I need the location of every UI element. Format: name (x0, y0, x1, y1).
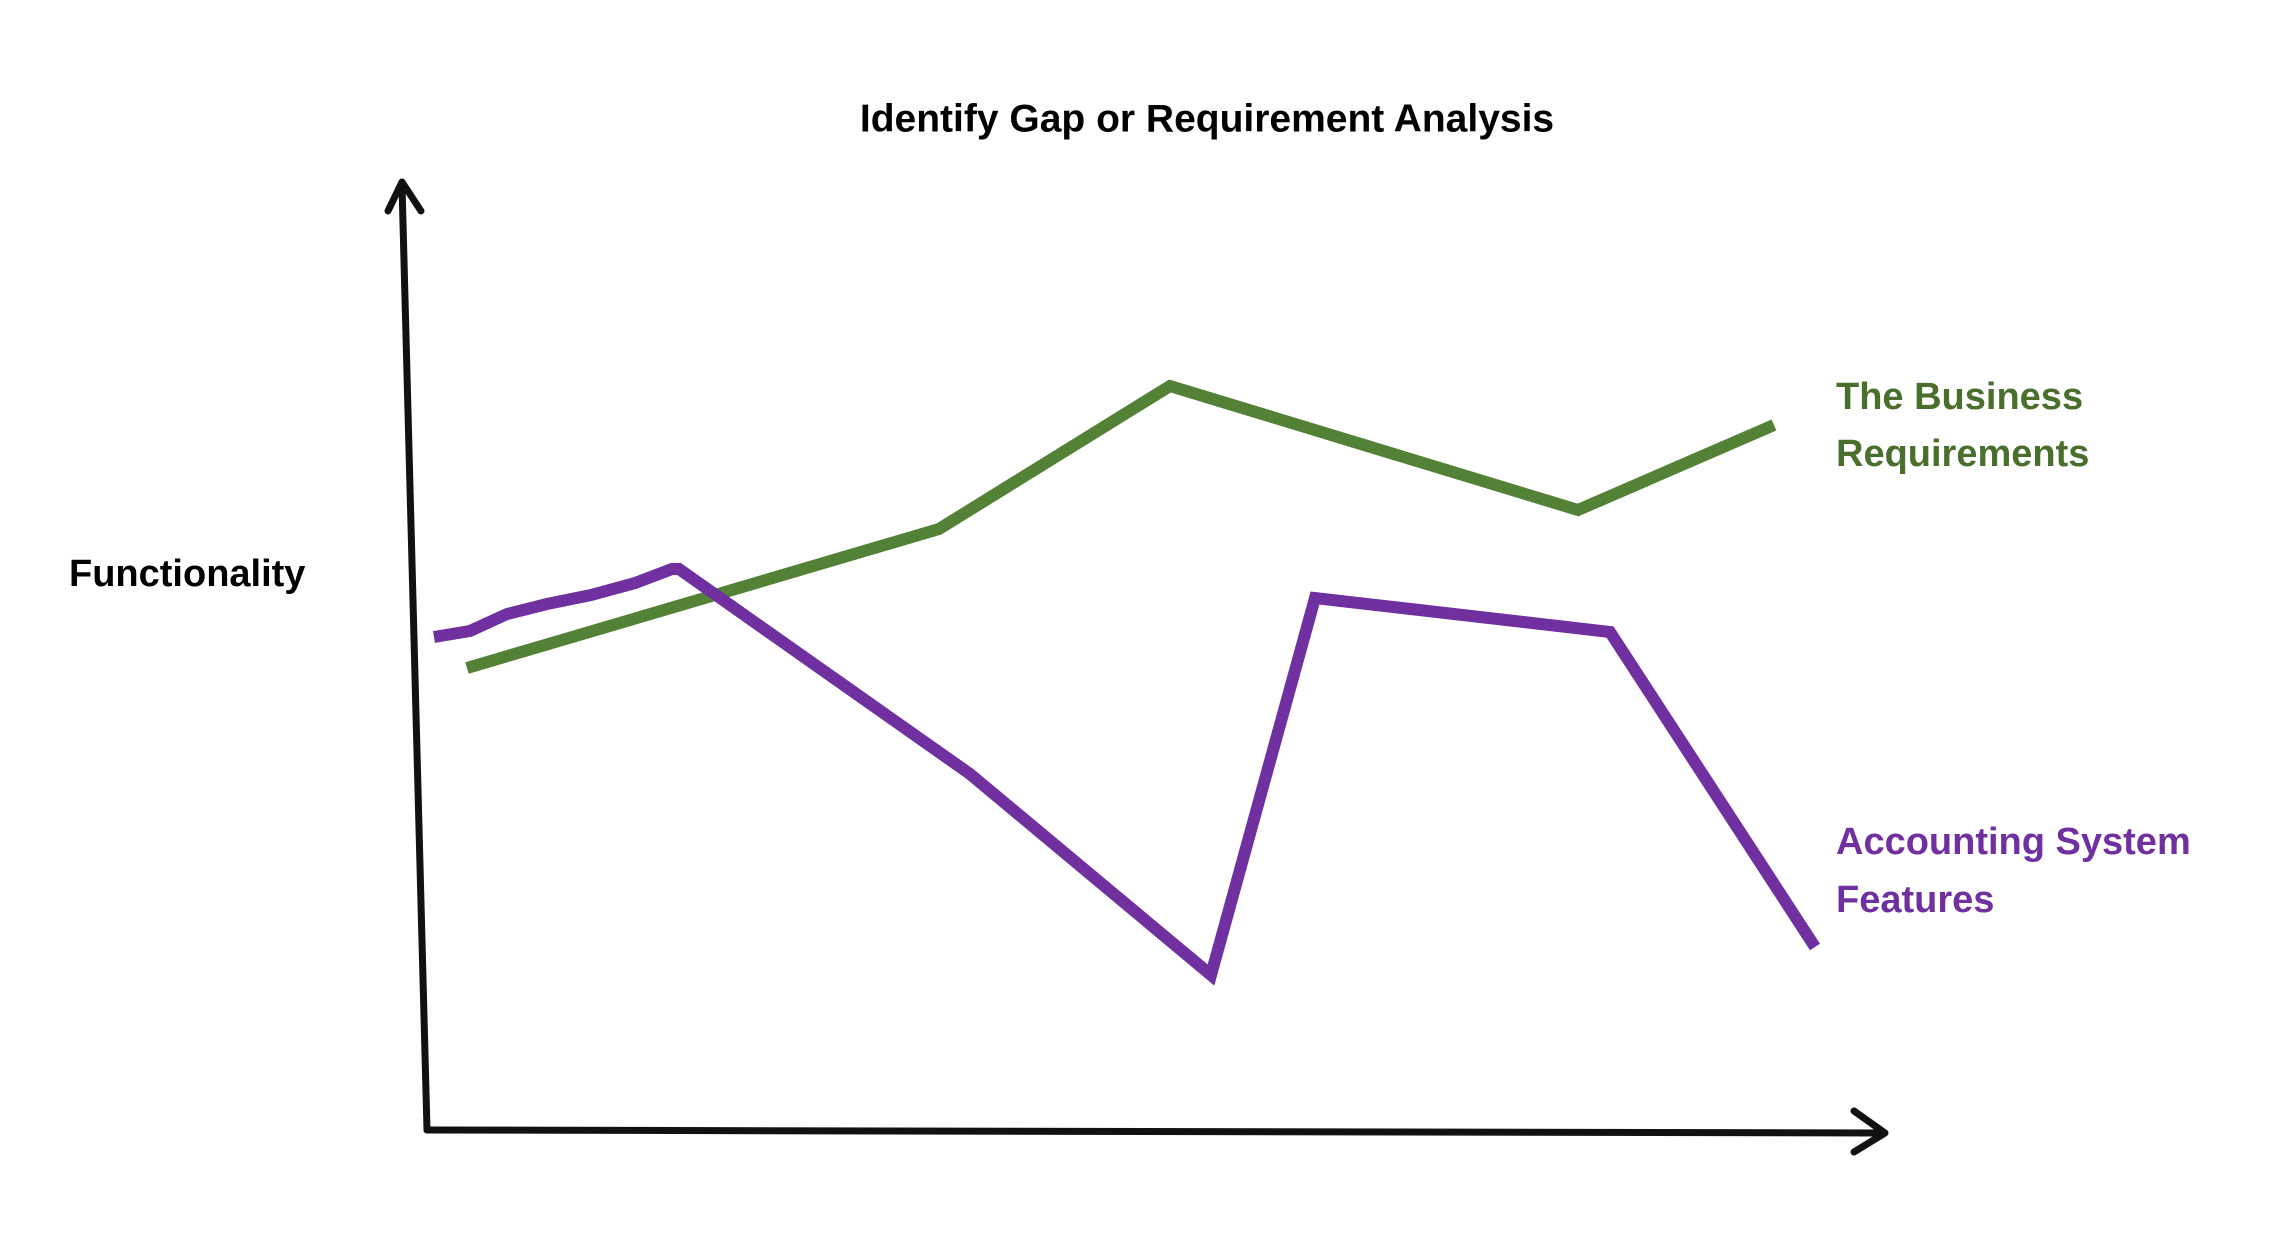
requirements-label: The Business (1836, 376, 2083, 418)
requirements-label: Requirements (1836, 433, 2089, 475)
y-axis (398, 181, 431, 1134)
features-line (433, 563, 1821, 986)
requirements-line (465, 379, 1777, 674)
y-axis-arrow (384, 178, 425, 215)
axes (384, 178, 1889, 1156)
y-axis-label: Functionality (69, 553, 305, 595)
x-axis-arrow (1850, 1107, 1889, 1156)
title: Identify Gap or Requirement Analysis (860, 97, 1554, 140)
features-label: Accounting System (1836, 821, 2191, 863)
features-label: Features (1836, 879, 1994, 921)
x-axis (423, 1126, 1887, 1137)
